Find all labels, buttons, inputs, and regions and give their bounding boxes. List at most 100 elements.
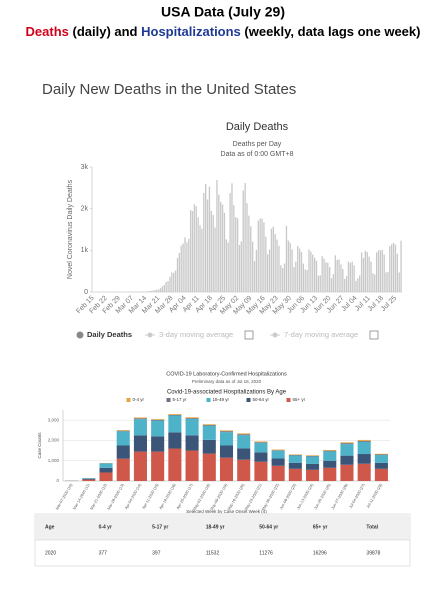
bar-segment bbox=[185, 450, 199, 481]
bar bbox=[366, 252, 368, 292]
bar bbox=[171, 272, 173, 292]
bar bbox=[251, 241, 254, 292]
legend-marker bbox=[147, 332, 153, 338]
y-tick-label: 1k bbox=[81, 247, 89, 254]
bar bbox=[344, 279, 346, 292]
chart-subtitle: Deaths per Day bbox=[233, 141, 282, 148]
bar bbox=[173, 272, 175, 292]
bar bbox=[362, 257, 365, 292]
bar bbox=[321, 256, 323, 292]
x-tick-label: Apr-25-2020 (17) bbox=[176, 482, 194, 510]
legend-label: 0-4 yr bbox=[133, 397, 145, 402]
bar bbox=[242, 190, 244, 292]
table-header-cell: Age bbox=[45, 524, 55, 530]
bar bbox=[319, 275, 321, 292]
bar-segment bbox=[219, 432, 234, 446]
bar bbox=[265, 236, 267, 292]
bar-segment bbox=[288, 468, 302, 481]
bar bbox=[345, 276, 348, 292]
legend-label: 65+ yr bbox=[293, 397, 306, 402]
bar bbox=[141, 291, 143, 292]
x-axis-title: Selected Week by Case Onset Week (4) bbox=[186, 509, 267, 514]
bar bbox=[368, 256, 370, 292]
bar-segment bbox=[271, 450, 285, 451]
table-header-cell: 0-4 yr bbox=[99, 524, 112, 530]
bar bbox=[261, 218, 263, 292]
bar-segment bbox=[168, 448, 182, 481]
legend-checkbox[interactable] bbox=[369, 330, 379, 340]
bar bbox=[310, 251, 312, 292]
bar-segment bbox=[133, 451, 147, 481]
bar bbox=[218, 194, 220, 292]
bar bbox=[165, 282, 167, 292]
table-cell: 2020 bbox=[45, 550, 56, 556]
bar-segment bbox=[116, 430, 130, 432]
x-tick-label: May-09-2020 (19) bbox=[210, 482, 229, 511]
bar-segment bbox=[116, 431, 130, 446]
table-header-cell: 50-64 yr bbox=[259, 524, 278, 530]
legend-marker bbox=[76, 331, 84, 339]
x-tick-label: Mar-07-2020 (10) bbox=[55, 482, 74, 510]
bar bbox=[255, 249, 258, 292]
legend-checkbox[interactable] bbox=[244, 330, 254, 340]
bar bbox=[302, 263, 305, 292]
bar bbox=[240, 241, 243, 292]
bar bbox=[300, 252, 303, 292]
bar bbox=[332, 274, 335, 292]
bar-segment bbox=[357, 440, 371, 442]
bar bbox=[372, 273, 374, 292]
bar-segment bbox=[185, 418, 199, 419]
bar bbox=[221, 204, 224, 292]
bar-segment bbox=[168, 432, 182, 449]
bar-segment bbox=[151, 420, 165, 437]
bar bbox=[379, 250, 382, 292]
bar bbox=[355, 280, 357, 292]
bar-segment bbox=[116, 458, 130, 481]
bar bbox=[231, 183, 233, 292]
bar bbox=[370, 261, 372, 292]
legend-label: 7-day moving average bbox=[284, 330, 358, 339]
bar bbox=[375, 252, 378, 292]
x-tick-label: Mar-14-2020 (11) bbox=[72, 482, 90, 510]
bar-segment bbox=[340, 442, 354, 444]
bar-segment bbox=[151, 451, 165, 481]
bar-segment bbox=[237, 434, 251, 436]
bar bbox=[385, 272, 387, 292]
bar-segment bbox=[237, 433, 251, 435]
bar bbox=[391, 244, 393, 292]
bar bbox=[189, 210, 192, 292]
bar-segment bbox=[288, 455, 302, 463]
bar-segment bbox=[357, 439, 371, 441]
bar-segment bbox=[271, 449, 285, 451]
bar bbox=[180, 245, 182, 292]
bar-segment bbox=[374, 453, 388, 455]
table-cell: 11276 bbox=[259, 550, 273, 556]
bar bbox=[267, 254, 269, 292]
bar bbox=[191, 211, 194, 292]
bar bbox=[283, 263, 286, 292]
bar bbox=[336, 259, 338, 292]
page-subtitle: Deaths (daily) and Hospitalizations (wee… bbox=[26, 24, 421, 39]
bar bbox=[357, 278, 359, 292]
bar bbox=[325, 262, 327, 292]
bar-segment bbox=[374, 455, 388, 463]
bar bbox=[182, 243, 184, 292]
bar bbox=[259, 218, 261, 292]
bar bbox=[291, 249, 293, 292]
bar bbox=[383, 254, 385, 292]
bar bbox=[313, 257, 316, 292]
section-heading: Daily New Deaths in the United States bbox=[42, 81, 296, 98]
bar bbox=[360, 252, 363, 292]
bar-segment bbox=[254, 442, 268, 453]
legend-label: Daily Deaths bbox=[87, 330, 132, 339]
bar-segment bbox=[219, 430, 234, 432]
bar-segment bbox=[306, 463, 320, 470]
bar-segment bbox=[306, 455, 320, 456]
bar bbox=[293, 267, 295, 292]
bar bbox=[227, 242, 229, 292]
bar-segment bbox=[133, 435, 147, 452]
bar-segment bbox=[306, 455, 320, 457]
bar-segment bbox=[151, 436, 165, 452]
